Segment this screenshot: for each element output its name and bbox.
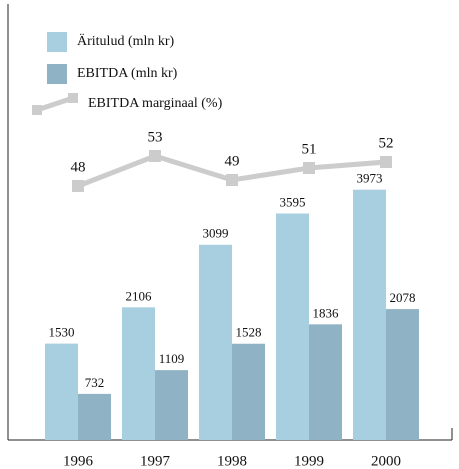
bar	[78, 393, 111, 440]
line-marker	[226, 174, 238, 186]
bar	[276, 213, 309, 440]
bar	[155, 370, 188, 440]
data-label: 3595	[280, 194, 306, 209]
data-label: 3973	[357, 171, 383, 186]
x-tick-label: 1997	[140, 453, 171, 469]
data-label: 2106	[126, 288, 153, 303]
legend-swatch	[47, 32, 67, 52]
data-label: 1530	[49, 325, 75, 340]
bar	[232, 343, 265, 440]
data-label: 2078	[390, 290, 416, 305]
data-label: 1109	[159, 351, 185, 366]
bar	[122, 307, 155, 440]
x-tick-label: 2000	[371, 453, 401, 469]
bar	[353, 189, 386, 440]
legend-label: EBITDA (mln kr)	[77, 66, 178, 81]
legend-line	[36, 95, 74, 113]
x-tick-label: 1996	[63, 453, 94, 469]
data-label: 53	[148, 129, 163, 145]
data-label: 52	[379, 135, 394, 151]
data-label: 732	[85, 375, 105, 390]
data-label: 1528	[236, 325, 262, 340]
legend-marker	[68, 93, 78, 103]
legend-label: Äritulud (mln kr)	[77, 32, 175, 49]
data-label: 48	[71, 159, 86, 175]
data-label: 3099	[203, 226, 229, 241]
line-marker	[303, 162, 315, 174]
line-marker	[72, 180, 84, 192]
legend-label: EBITDA marginaal (%)	[88, 96, 223, 111]
legend-swatch	[47, 64, 67, 84]
bar	[45, 343, 78, 440]
line-marker	[380, 156, 392, 168]
data-label: 1836	[313, 305, 340, 320]
line-marker	[149, 150, 161, 162]
bar	[199, 244, 232, 440]
legend-marker	[32, 105, 42, 115]
data-label: 51	[302, 141, 317, 157]
data-label: 49	[225, 153, 240, 169]
x-tick-label: 1998	[217, 453, 247, 469]
bar	[309, 324, 342, 440]
bar	[386, 309, 419, 440]
x-tick-label: 1999	[294, 453, 324, 469]
